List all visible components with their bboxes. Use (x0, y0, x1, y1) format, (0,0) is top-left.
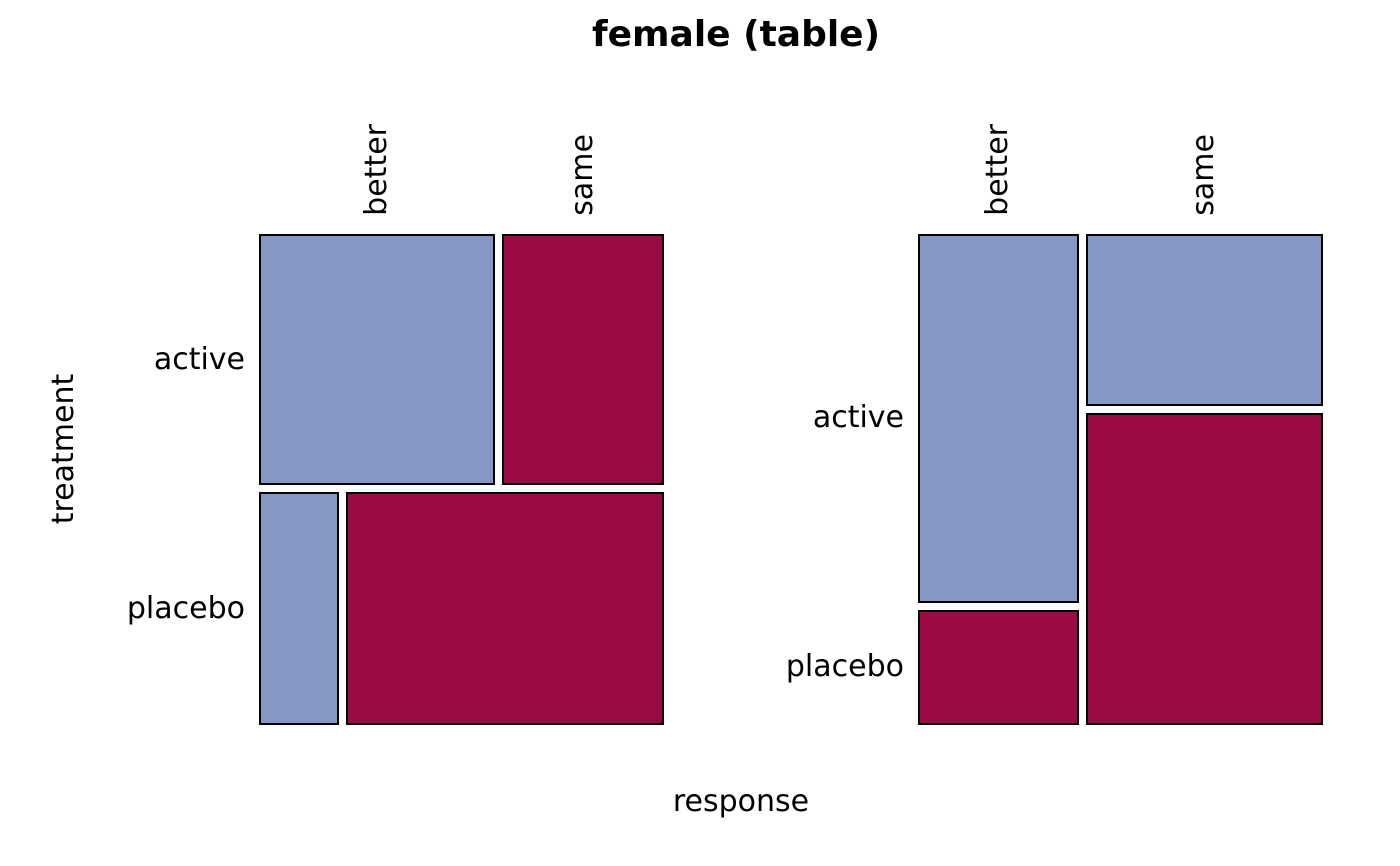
right-panel-col-label-same: same (1186, 134, 1222, 216)
right-panel-col-label-text-same: same (1186, 134, 1222, 216)
left-panel-cell-active-better (259, 234, 495, 486)
left-panel-cell-active-same (501, 234, 664, 486)
right-panel-row-label-placebo: placebo (785, 649, 904, 685)
left-panel-cell-placebo-same (345, 492, 664, 725)
left-panel-row-label-active: active (153, 341, 245, 377)
right-panel-cell-active-same (1085, 234, 1323, 406)
right-panel-row-label-active: active (812, 400, 904, 436)
right-panel-col-label-better: better (980, 124, 1016, 216)
right-panel-cell-placebo-better (918, 609, 1079, 725)
chart-title: female (table) (591, 14, 881, 55)
x-axis-label: response (672, 784, 810, 819)
left-panel-row-label-placebo: placebo (126, 590, 245, 626)
left-panel-cell-placebo-better (259, 492, 339, 725)
right-panel-cell-placebo-same (1085, 412, 1323, 725)
right-panel-col-label-text-better: better (980, 124, 1016, 216)
right-panel-cell-active-better (918, 234, 1079, 603)
